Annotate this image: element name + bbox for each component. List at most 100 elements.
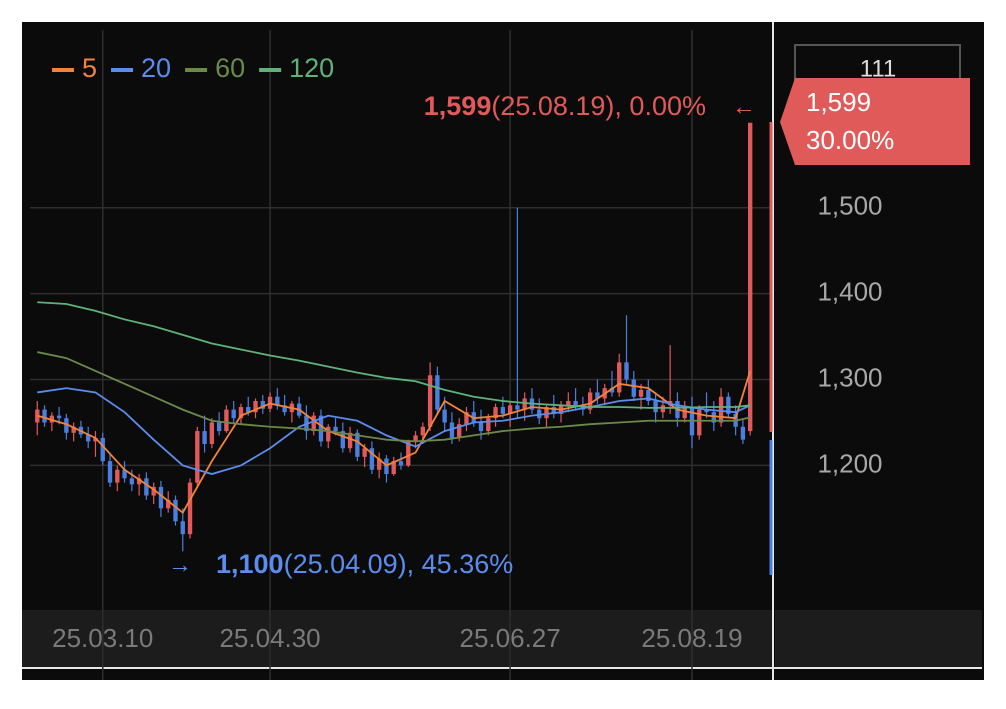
candle-body [355,432,360,457]
y-tick-label: 1,200 [817,448,882,478]
legend-label: 20 [141,53,171,83]
candle-body [631,379,636,397]
y-tick-label: 1,500 [817,191,882,221]
candle-body [464,412,469,425]
candle-body [522,398,527,410]
candle-body [173,499,178,522]
candle-body [420,426,426,436]
candle-body [493,407,498,419]
candle-body [238,407,244,419]
candle-body [246,407,251,413]
legend-label: 120 [289,53,334,83]
candle-body [42,409,47,423]
candle-body [166,499,171,509]
candle-body [478,422,484,432]
candle-body [573,401,578,406]
x-tick-label: 25.08.19 [641,623,742,653]
high-value: 1,599 [424,91,492,121]
candle-body [122,469,127,479]
candle-body [369,448,375,470]
candle-body [195,431,200,483]
candle-body [747,122,753,432]
candle-body [566,401,571,406]
y-tick-label: 1,300 [817,362,882,392]
current-price-box [780,78,970,165]
candle-body [646,389,651,402]
x-tick-label: 25.03.10 [52,623,153,653]
low-annotation: 1,100(25.04.09), 45.36% [216,549,513,579]
candle-body [617,362,622,393]
candle-body [413,435,418,442]
candle-body [64,418,69,433]
legend-label: 5 [82,53,97,83]
candle-body [718,396,724,423]
candle-body [435,375,440,410]
low-detail: (25.04.09), 45.36% [284,549,514,579]
candle-body [100,437,105,462]
candle-body [231,409,236,419]
candle-body [624,362,629,380]
candle-body [260,401,265,409]
candle-body [340,431,345,449]
candle-body [507,405,513,414]
candle-body [333,426,338,432]
candle-body [398,461,404,466]
candle-body [609,388,615,393]
date-bar [22,610,773,668]
y-tick-label: 1,400 [817,277,882,307]
candle-body [449,422,455,438]
x-tick-label: 25.04.30 [219,623,320,653]
candle-body [653,401,658,413]
candle-body [202,431,207,444]
candle-body [457,424,462,438]
candle-body [107,461,113,483]
low-arrow: → [168,551,192,578]
candle-body [376,458,382,470]
candle-body [151,486,156,496]
date-bar-right [775,610,982,668]
top-box-label: 111 [860,55,896,82]
candle-body [86,434,91,442]
current-price: 1,599 [806,87,871,117]
candle-body [544,407,549,419]
candle-body [500,407,506,414]
candle-body [391,461,396,475]
candle-body [129,478,135,485]
candle-body [275,396,280,406]
candle-body [144,478,149,496]
candle-body [638,389,644,397]
candle-body [311,415,316,432]
candle-body [587,392,593,410]
candle-body [347,432,353,449]
candle-body [71,426,76,433]
candle-body [427,375,433,427]
candle-body [282,405,287,413]
candle-body [486,418,491,432]
candle-body [595,392,600,399]
candle-body [362,448,367,457]
candle-body [682,407,687,419]
candle-body [726,396,731,414]
candle-body [326,426,331,442]
candle-body [406,441,411,466]
candle-body [515,405,520,410]
candle-body [209,422,215,444]
ma-line [37,370,752,515]
candle-body [704,409,709,413]
high-annotation: 1,599(25.08.19), 0.00% [424,91,706,121]
candle-body [224,409,229,432]
candle-body [136,478,142,485]
ma-line [37,351,751,443]
candle-body [115,469,120,483]
low-value: 1,100 [216,549,284,579]
candle-body [187,482,193,535]
candle-body [697,409,702,436]
candle-body [711,412,716,423]
candle-body [551,407,556,414]
high-arrow: ← [732,93,756,120]
high-detail: (25.08.19), 0.00% [491,91,706,121]
candle-body [93,437,98,442]
candle-body [180,521,185,535]
candle-body [442,409,447,423]
